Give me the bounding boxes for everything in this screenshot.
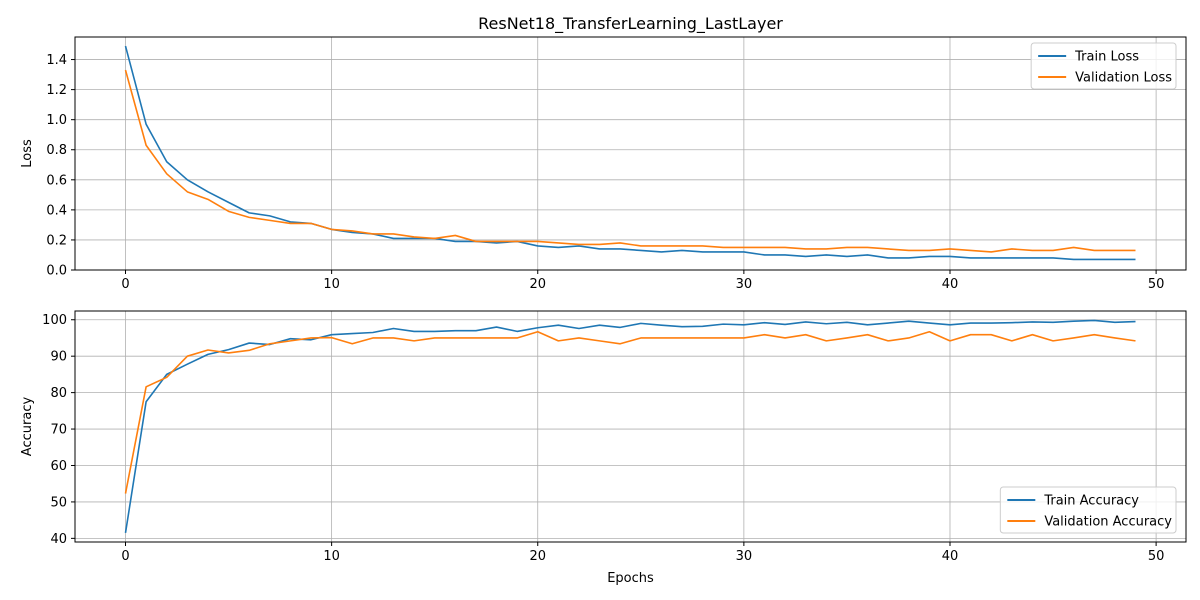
loss-ticks: 0 10 20 30 40 50 0.0 0.2 0.4 0.6 0.8 1.0 1.2 1.4 <box>46 53 1164 292</box>
loss-legend: Train Loss Validation Loss <box>1030 42 1177 90</box>
loss-y-tick-label: 0.6 <box>46 173 67 188</box>
loss-x-tick-label: 20 <box>529 277 546 292</box>
loss-y-axis-label: Loss <box>20 139 35 168</box>
series-line-validation-accuracy <box>124 330 1136 494</box>
legend-label-validation-accuracy: Validation Accuracy <box>1044 515 1172 530</box>
loss-x-tick-label: 10 <box>323 277 340 292</box>
loss-legend-box <box>1030 42 1177 90</box>
accuracy-y-tick-label: 80 <box>50 386 67 401</box>
loss-y-tick-label: 0.0 <box>46 264 67 279</box>
legend-label-train-loss: Train Loss <box>1074 50 1139 65</box>
accuracy-x-tick-label: 30 <box>736 549 753 564</box>
series-line-train-accuracy <box>124 319 1136 534</box>
loss-y-tick-label: 1.4 <box>46 53 67 68</box>
loss-x-tick-label: 50 <box>1148 277 1165 292</box>
accuracy-lines <box>124 319 1136 534</box>
loss-x-tick-label: 0 <box>121 277 129 292</box>
accuracy-ticks: 0 10 20 30 40 50 40 50 60 70 80 90 100 <box>42 313 1164 564</box>
x-axis-label-epochs: Epochs <box>607 571 654 586</box>
accuracy-x-tick-label: 40 <box>942 549 959 564</box>
accuracy-y-tick-label: 50 <box>50 495 67 510</box>
loss-lines <box>124 45 1136 261</box>
accuracy-x-tick-label: 20 <box>529 549 546 564</box>
loss-y-tick-label: 1.0 <box>46 113 67 128</box>
accuracy-y-tick-label: 90 <box>50 350 67 365</box>
accuracy-legend: Train Accuracy Validation Accuracy <box>999 486 1177 534</box>
accuracy-y-axis-label: Accuracy <box>20 397 35 457</box>
accuracy-y-tick-label: 40 <box>50 532 67 547</box>
accuracy-x-tick-label: 0 <box>121 549 129 564</box>
legend-label-validation-loss: Validation Loss <box>1075 71 1172 86</box>
loss-y-tick-label: 0.2 <box>46 233 67 248</box>
loss-x-tick-label: 40 <box>942 277 959 292</box>
accuracy-x-tick-label: 10 <box>323 549 340 564</box>
loss-x-tick-label: 30 <box>736 277 753 292</box>
series-line-validation-loss <box>124 69 1136 253</box>
accuracy-legend-box <box>999 486 1177 534</box>
legend-label-train-accuracy: Train Accuracy <box>1043 494 1139 509</box>
accuracy-y-tick-label: 70 <box>50 423 67 438</box>
loss-axes-frame <box>74 36 1187 271</box>
accuracy-y-tick-label: 100 <box>42 313 67 328</box>
accuracy-y-tick-label: 60 <box>50 459 67 474</box>
loss-y-tick-label: 0.4 <box>46 203 67 218</box>
chart-title: ResNet18_TransferLearning_LastLayer <box>478 14 783 34</box>
loss-y-tick-label: 0.8 <box>46 143 67 158</box>
loss-subplot: 0 10 20 30 40 50 0.0 0.2 0.4 0.6 0.8 1.0 1.2 1.4 ResN… <box>20 14 1187 292</box>
series-line-train-loss <box>124 45 1136 261</box>
accuracy-axes-frame <box>74 310 1187 543</box>
accuracy-grid <box>75 311 1186 542</box>
accuracy-subplot: 0 10 20 30 40 50 40 50 60 70 80 90 100 Accuracy Epoc… <box>20 310 1187 586</box>
loss-y-tick-label: 1.2 <box>46 83 67 98</box>
accuracy-x-tick-label: 50 <box>1148 549 1165 564</box>
